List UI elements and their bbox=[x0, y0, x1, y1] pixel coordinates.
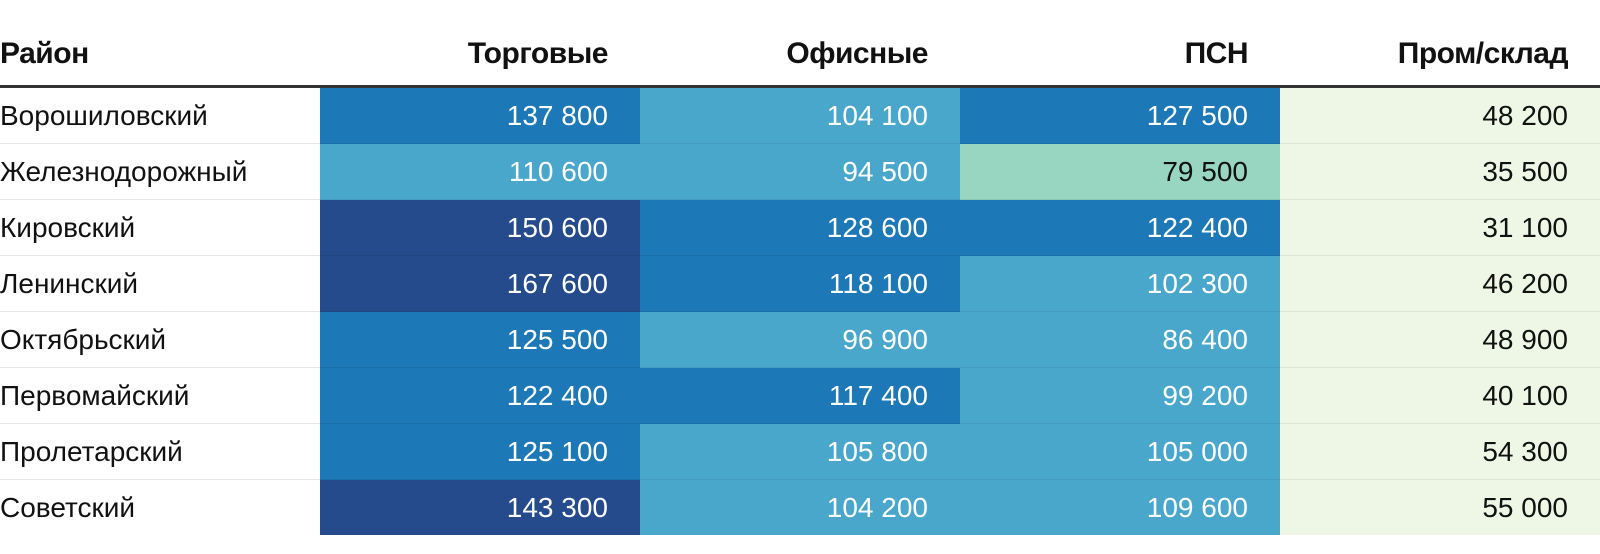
district-name-cell: Советский bbox=[0, 479, 320, 535]
district-name-cell: Кировский bbox=[0, 199, 320, 256]
district-name-cell: Октябрьский bbox=[0, 311, 320, 368]
heatmap-cell-retail: 110 600 bbox=[320, 143, 640, 200]
price-heatmap-table: Район Торговые Офисные ПСН Пром/склад Во… bbox=[0, 22, 1600, 535]
heatmap-cell-office: 104 100 bbox=[640, 86, 960, 144]
heatmap-cell-psn: 105 000 bbox=[960, 423, 1280, 480]
table-row: Первомайский 122 400 117 400 99 200 40 100 bbox=[0, 367, 1600, 424]
column-header-retail: Торговые bbox=[320, 22, 640, 88]
heatmap-cell-industrial-warehouse: 35 500 bbox=[1280, 143, 1600, 200]
table-row: Кировский 150 600 128 600 122 400 31 100 bbox=[0, 199, 1600, 256]
heatmap-cell-office: 117 400 bbox=[640, 367, 960, 424]
heatmap-cell-office: 128 600 bbox=[640, 199, 960, 256]
heatmap-cell-office: 104 200 bbox=[640, 479, 960, 535]
district-name-cell: Пролетарский bbox=[0, 423, 320, 480]
column-header-psn: ПСН bbox=[960, 22, 1280, 88]
column-header-office: Офисные bbox=[640, 22, 960, 88]
heatmap-cell-office: 96 900 bbox=[640, 311, 960, 368]
heatmap-cell-industrial-warehouse: 46 200 bbox=[1280, 255, 1600, 312]
table-row: Ленинский 167 600 118 100 102 300 46 200 bbox=[0, 255, 1600, 312]
column-header-industrial-warehouse: Пром/склад bbox=[1280, 22, 1600, 88]
heatmap-cell-psn: 79 500 bbox=[960, 143, 1280, 200]
heatmap-cell-psn: 122 400 bbox=[960, 199, 1280, 256]
table-row: Октябрьский 125 500 96 900 86 400 48 900 bbox=[0, 311, 1600, 368]
table-row: Советский 143 300 104 200 109 600 55 000 bbox=[0, 479, 1600, 535]
district-name-cell: Ленинский bbox=[0, 255, 320, 312]
heatmap-table-container: Район Торговые Офисные ПСН Пром/склад Во… bbox=[0, 22, 1600, 535]
table-body: Ворошиловский 137 800 104 100 127 500 48 200… bbox=[0, 86, 1600, 535]
heatmap-cell-retail: 125 100 bbox=[320, 423, 640, 480]
district-name-cell: Первомайский bbox=[0, 367, 320, 424]
heatmap-cell-psn: 99 200 bbox=[960, 367, 1280, 424]
heatmap-cell-psn: 109 600 bbox=[960, 479, 1280, 535]
heatmap-cell-industrial-warehouse: 48 900 bbox=[1280, 311, 1600, 368]
heatmap-cell-psn: 86 400 bbox=[960, 311, 1280, 368]
heatmap-cell-retail: 137 800 bbox=[320, 86, 640, 144]
heatmap-cell-office: 105 800 bbox=[640, 423, 960, 480]
heatmap-cell-industrial-warehouse: 40 100 bbox=[1280, 367, 1600, 424]
heatmap-cell-retail: 167 600 bbox=[320, 255, 640, 312]
heatmap-cell-retail: 143 300 bbox=[320, 479, 640, 535]
table-row: Железнодорожный 110 600 94 500 79 500 35 500 bbox=[0, 143, 1600, 200]
heatmap-cell-psn: 127 500 bbox=[960, 86, 1280, 144]
heatmap-cell-office: 94 500 bbox=[640, 143, 960, 200]
district-name-cell: Железнодорожный bbox=[0, 143, 320, 200]
heatmap-cell-retail: 122 400 bbox=[320, 367, 640, 424]
heatmap-cell-industrial-warehouse: 54 300 bbox=[1280, 423, 1600, 480]
heatmap-cell-retail: 125 500 bbox=[320, 311, 640, 368]
header-row: Район Торговые Офисные ПСН Пром/склад bbox=[0, 22, 1600, 88]
heatmap-cell-industrial-warehouse: 55 000 bbox=[1280, 479, 1600, 535]
table-row: Пролетарский 125 100 105 800 105 000 54 300 bbox=[0, 423, 1600, 480]
column-header-district: Район bbox=[0, 22, 320, 88]
heatmap-cell-office: 118 100 bbox=[640, 255, 960, 312]
heatmap-cell-industrial-warehouse: 31 100 bbox=[1280, 199, 1600, 256]
district-name-cell: Ворошиловский bbox=[0, 86, 320, 144]
heatmap-cell-industrial-warehouse: 48 200 bbox=[1280, 86, 1600, 144]
heatmap-cell-psn: 102 300 bbox=[960, 255, 1280, 312]
heatmap-cell-retail: 150 600 bbox=[320, 199, 640, 256]
table-row: Ворошиловский 137 800 104 100 127 500 48 200 bbox=[0, 86, 1600, 144]
